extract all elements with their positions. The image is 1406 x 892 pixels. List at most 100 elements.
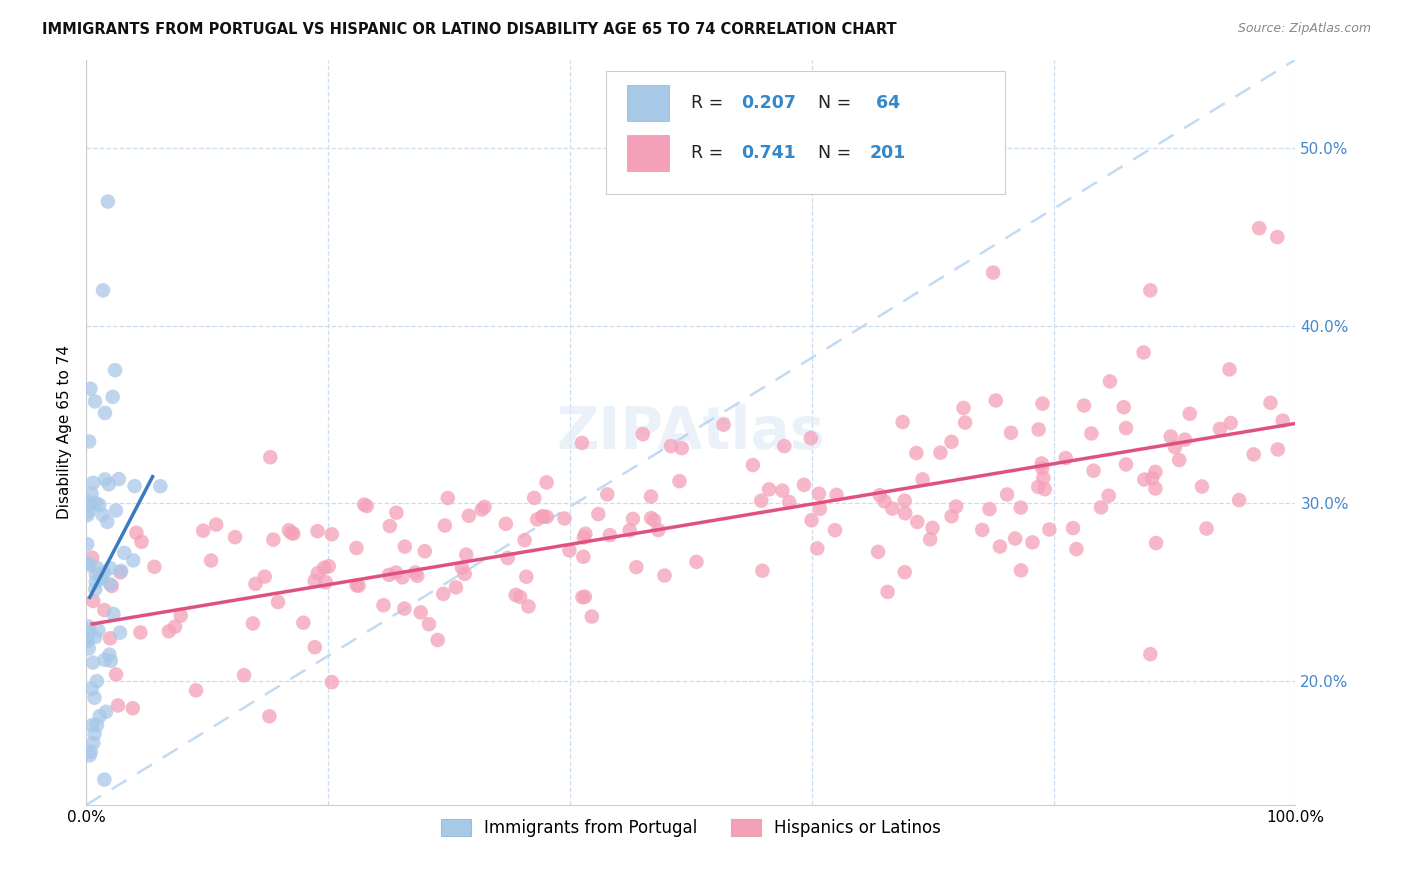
Point [409,606,432,620]
Point [259,450,281,465]
Point [83,727,105,741]
Point [523,491,546,505]
Point [76,634,98,648]
Point [84,582,107,597]
Point [1062,521,1084,535]
Point [1249,221,1271,235]
Point [1026,480,1049,494]
Point [1115,421,1137,435]
Point [80,681,103,696]
Point [91,508,114,522]
Point [741,458,763,472]
Point [110,564,132,578]
Point [1073,399,1095,413]
Point [953,416,976,430]
Point [995,487,1018,501]
Point [385,506,408,520]
Point [621,512,644,526]
Point [1243,447,1265,461]
Point [1031,397,1053,411]
Point [101,579,124,593]
Point [1083,464,1105,478]
Point [574,590,596,604]
Point [671,441,693,455]
Point [149,479,172,493]
Point [242,616,264,631]
FancyBboxPatch shape [627,85,669,120]
Point [94,406,117,420]
Point [97,477,120,491]
Point [1144,536,1167,550]
Point [1098,375,1121,389]
Point [868,545,890,559]
Point [536,475,558,490]
Point [110,566,132,580]
Point [882,501,904,516]
Text: 201: 201 [870,144,905,161]
Point [433,518,456,533]
Point [76,537,98,551]
Point [920,533,942,547]
Point [394,601,416,615]
Point [124,479,146,493]
Point [1038,523,1060,537]
Point [1031,461,1053,475]
Point [77,641,100,656]
Point [773,439,796,453]
Point [640,511,662,525]
Point [891,415,914,429]
FancyBboxPatch shape [606,70,1005,194]
Point [1010,500,1032,515]
Point [277,523,299,537]
Point [104,503,127,517]
Point [86,561,108,575]
Point [905,446,928,460]
Point [1267,442,1289,457]
Point [105,667,128,681]
Point [347,579,370,593]
Point [654,568,676,582]
Point [643,513,665,527]
Point [1031,457,1053,471]
Point [1066,542,1088,557]
Point [292,615,315,630]
Point [444,581,467,595]
Point [84,574,107,589]
Point [84,496,107,510]
Point [107,698,129,713]
Point [1209,422,1232,436]
Point [505,588,527,602]
Point [1033,482,1056,496]
Point [100,654,122,668]
Point [76,556,98,570]
Point [82,475,104,490]
Point [98,577,121,591]
Point [1144,465,1167,479]
Point [104,363,127,377]
Point [82,736,104,750]
Point [558,543,581,558]
Text: ZIPAtlas: ZIPAtlas [557,404,825,461]
Point [245,577,267,591]
Point [80,497,103,511]
Point [76,631,98,645]
Text: R =: R = [690,94,728,112]
Text: R =: R = [690,144,734,161]
Point [280,526,302,541]
Point [1090,500,1112,515]
Point [77,625,100,640]
Point [125,525,148,540]
Point [574,526,596,541]
FancyBboxPatch shape [627,135,669,170]
Point [571,590,593,604]
Point [84,394,107,409]
Point [90,572,112,586]
Point [163,620,186,634]
Point [304,640,326,655]
Point [496,551,519,566]
Point [1112,401,1135,415]
Point [93,603,115,617]
Y-axis label: Disability Age 65 to 74: Disability Age 65 to 74 [58,345,72,519]
Point [1032,471,1054,485]
Point [321,527,343,541]
